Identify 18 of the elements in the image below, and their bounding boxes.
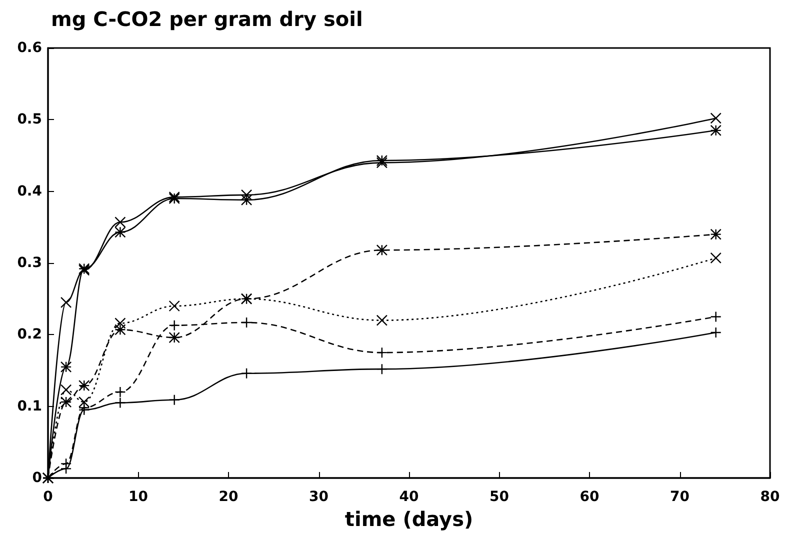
x-axis-title: time (days)	[344, 506, 474, 531]
x-tick-label: 50	[490, 489, 510, 505]
x-tick-label: 30	[309, 489, 329, 505]
y-tick-label: 0.5	[17, 112, 42, 128]
x-tick-label: 60	[580, 489, 600, 505]
x-tick-label: 80	[760, 489, 780, 505]
y-tick-label: 0.6	[17, 40, 42, 56]
y-tick-label: 0.3	[17, 255, 42, 271]
x-tick-label: 40	[399, 489, 419, 505]
chart-title: mg C-CO2 per gram dry soil	[51, 7, 363, 31]
x-tick-label: 10	[128, 489, 148, 505]
y-tick-label: 0.1	[17, 398, 42, 414]
x-tick-label: 0	[43, 489, 54, 505]
y-tick-label: 0.2	[17, 326, 42, 343]
x-tick-label: 70	[670, 489, 690, 505]
y-tick-label: 0	[32, 470, 42, 486]
y-tick-label: 0.4	[17, 183, 42, 200]
x-tick-label: 20	[218, 489, 238, 505]
